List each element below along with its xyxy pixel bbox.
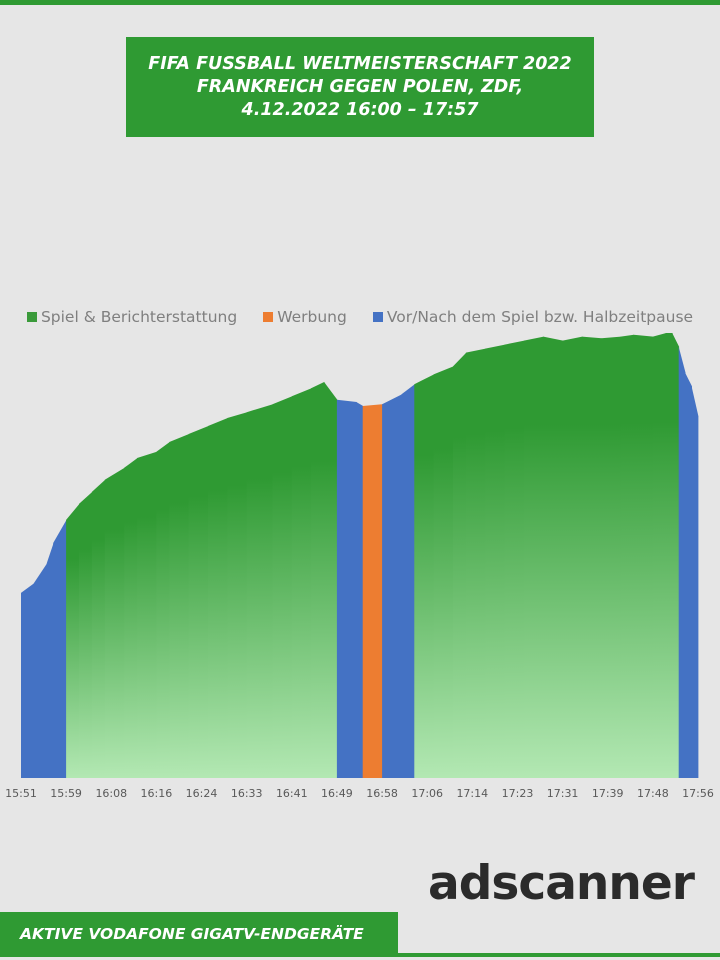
area-segment-program [453, 352, 467, 778]
x-tick-label: 16:41 [276, 787, 308, 800]
area-segment-program [311, 381, 325, 778]
area-segment-program [485, 344, 505, 778]
area-segment-program [324, 381, 338, 778]
legend-label-program: Spiel & Berichterstattung [40, 308, 238, 326]
x-tick-label: 17:39 [592, 787, 624, 800]
title-line-2: FRANKREICH GEGEN POLEN, ZDF, [196, 76, 524, 97]
top-accent-bar [0, 0, 720, 5]
legend-item-breaks: Vor/Nach dem Spiel bzw. Halbzeitpause [372, 308, 694, 326]
area-segment-program [633, 334, 654, 778]
footer-label: AKTIVE VODAFONE GIGATV-ENDGERÄTE [20, 925, 364, 943]
x-tick-label: 17:48 [637, 787, 669, 800]
area-segment-program [562, 336, 583, 778]
area-segment-program [208, 418, 228, 778]
area-segment-program [227, 412, 248, 778]
area-segment-breaks [46, 543, 54, 778]
legend-item-ads: Werbung [263, 308, 347, 326]
chart-title-box: FIFA FUSSBALL WELTMEISTERSCHAFT 2022 FRA… [126, 37, 594, 137]
area-segment-program [601, 336, 621, 778]
area-segment-program [188, 426, 209, 778]
area-segment-breaks [336, 399, 357, 778]
legend-swatch-program [26, 312, 37, 322]
area-segment-program [620, 334, 634, 778]
area-segment-program [523, 336, 544, 778]
x-tick-label: 17:14 [456, 787, 488, 800]
area-segment-program [291, 388, 312, 778]
area-segment-program [465, 348, 486, 778]
area-segment-program [124, 458, 138, 778]
area-segment-ads [362, 404, 383, 778]
area-segment-breaks [685, 372, 692, 778]
area-segment-program [504, 340, 525, 778]
legend-label-ads: Werbung [277, 308, 347, 326]
area-segment-breaks [401, 384, 415, 778]
area-segment-breaks [678, 346, 686, 778]
x-tick-label: 16:58 [366, 787, 398, 800]
x-tick-label: 16:49 [321, 787, 353, 800]
title-line-3: 4.12.2022 16:00 – 17:57 [241, 99, 479, 120]
area-segment-program [581, 336, 602, 778]
x-tick-label: 16:16 [141, 787, 173, 800]
adscanner-logo: adscanner [428, 856, 698, 912]
x-tick-label: 17:56 [682, 787, 714, 800]
area-segment-breaks [382, 394, 402, 778]
area-segment-program [66, 503, 80, 778]
x-tick-label: 17:23 [502, 787, 534, 800]
x-tick-label: 15:59 [50, 787, 82, 800]
area-segment-breaks [33, 563, 48, 778]
x-tick-label: 17:31 [547, 787, 579, 800]
footer-label-box: AKTIVE VODAFONE GIGATV-ENDGERÄTE [0, 912, 398, 956]
legend-label-breaks: Vor/Nach dem Spiel bzw. Halbzeitpause [386, 308, 694, 326]
area-segment-program [272, 396, 293, 778]
x-tick-label: 16:08 [95, 787, 127, 800]
area-segment-program [246, 404, 273, 778]
area-segment-program [156, 442, 170, 778]
chart-legend: Spiel & Berichterstattung Werbung Vor/Na… [0, 306, 720, 328]
title-line-1: FIFA FUSSBALL WELTMEISTERSCHAFT 2022 [148, 53, 572, 74]
area-segment-program [79, 491, 93, 778]
area-segment-program [104, 467, 125, 778]
area-segment-program [672, 333, 680, 778]
legend-item-program: Spiel & Berichterstattung [26, 308, 238, 326]
area-segment-breaks [691, 386, 699, 778]
x-axis-ticks: 15:51 15:59 16:08 16:16 16:24 16:33 16:41 16:49… [5, 787, 714, 800]
area-segment-program [652, 333, 667, 778]
area-segment-breaks [21, 583, 35, 778]
x-tick-label: 15:51 [5, 787, 37, 800]
area-segment-program [433, 366, 454, 778]
legend-swatch-breaks [372, 312, 383, 322]
area-segment-breaks [53, 519, 67, 778]
area-chart: 15:51 15:59 16:08 16:16 16:24 16:33 16:41 16:49… [5, 333, 714, 800]
area-segment-program [91, 479, 106, 778]
area-segment-program [169, 434, 189, 778]
area-segment-breaks [356, 402, 364, 778]
logo-text: adscanner [428, 856, 695, 911]
x-tick-label: 17:06 [411, 787, 443, 800]
legend-swatch-ads [263, 312, 274, 322]
area-segment-program [543, 336, 563, 778]
area-segment-program [414, 374, 434, 778]
chart-area-layer [21, 333, 699, 778]
x-tick-label: 16:33 [231, 787, 263, 800]
area-segment-program [665, 333, 673, 778]
x-tick-label: 16:24 [186, 787, 218, 800]
area-segment-program [137, 451, 157, 778]
